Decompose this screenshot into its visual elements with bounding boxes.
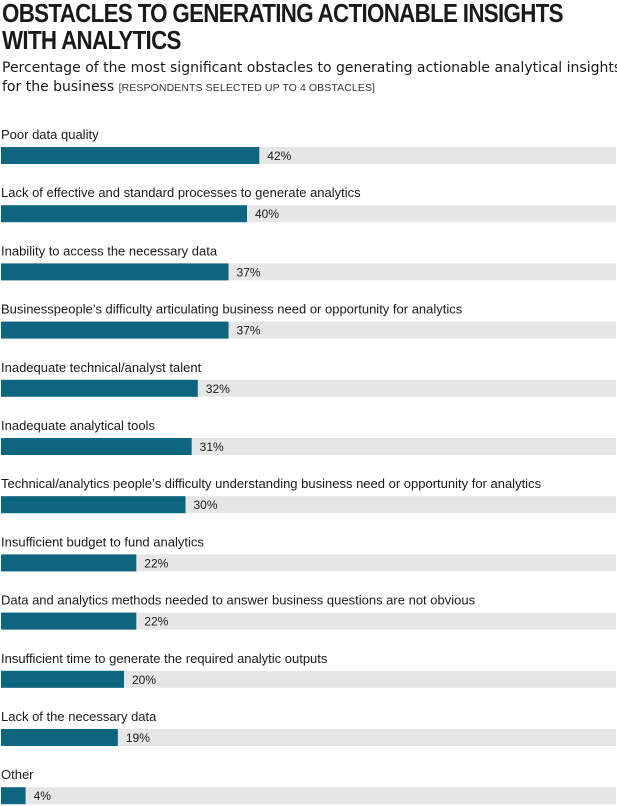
value-label: 40% bbox=[255, 207, 279, 221]
value-label: 32% bbox=[206, 382, 230, 396]
category-label: Poor data quality bbox=[1, 127, 99, 142]
bar bbox=[1, 438, 192, 455]
bar-row: Inability to access the necessary data 37… bbox=[1, 243, 616, 281]
value-label: 22% bbox=[144, 556, 168, 570]
category-label: Insufficient time to generate the requir… bbox=[1, 651, 328, 666]
bar-row: Businesspeople’s difficulty articulating… bbox=[1, 302, 616, 339]
value-label: 22% bbox=[144, 615, 168, 629]
bar bbox=[1, 612, 137, 630]
bar-row: Insufficient budget to fund analytics 22% bbox=[1, 534, 616, 572]
value-label: 31% bbox=[200, 440, 224, 454]
value-label: 19% bbox=[126, 731, 150, 745]
value-label: 4% bbox=[34, 789, 52, 803]
bar-row: Lack of effective and standard processes… bbox=[1, 185, 616, 223]
category-label: Other bbox=[1, 767, 34, 782]
value-label: 37% bbox=[237, 265, 261, 279]
chart-subtitle-line-2-text: for the business bbox=[2, 79, 115, 95]
category-label: Inadequate analytical tools bbox=[1, 418, 155, 433]
category-label: Inability to access the necessary data bbox=[1, 243, 218, 258]
bar bbox=[1, 205, 247, 223]
category-label: Technical/analytics people’s difficulty … bbox=[1, 476, 542, 491]
category-label: Insufficient budget to fund analytics bbox=[1, 534, 204, 549]
bar-row: Inadequate technical/analyst talent 32% bbox=[1, 360, 616, 397]
category-label: Businesspeople’s difficulty articulating… bbox=[1, 302, 463, 317]
bar bbox=[1, 496, 186, 514]
bar-track bbox=[1, 612, 616, 630]
bar bbox=[1, 379, 198, 397]
respondents-note: [RESPONDENTS SELECTED UP TO 4 OBSTACLES] bbox=[118, 82, 376, 94]
bar-row: Technical/analytics people’s difficulty … bbox=[1, 476, 616, 514]
chart-subtitle-line-2: for the business [RESPONDENTS SELECTED U… bbox=[2, 78, 614, 98]
bar-row: Insufficient time to generate the requir… bbox=[1, 651, 616, 688]
bar bbox=[1, 147, 260, 164]
category-label: Lack of the necessary data bbox=[1, 709, 157, 724]
value-label: 30% bbox=[194, 498, 218, 512]
category-label: Lack of effective and standard processes… bbox=[1, 185, 361, 200]
bar bbox=[1, 670, 124, 688]
chart-subtitle: Percentage of the most significant obsta… bbox=[2, 59, 617, 98]
bar-track bbox=[1, 787, 616, 805]
bar bbox=[1, 263, 229, 281]
bar-row: Data and analytics methods needed to ans… bbox=[1, 593, 616, 630]
bar-row: Inadequate analytical tools 31% bbox=[1, 418, 616, 455]
value-label: 42% bbox=[267, 149, 291, 163]
bar bbox=[1, 729, 118, 746]
bar-row: Lack of the necessary data 19% bbox=[1, 709, 616, 746]
chart-title-line-2: WITH ANALYTICS bbox=[2, 25, 181, 55]
value-label: 37% bbox=[237, 324, 261, 338]
value-label: 20% bbox=[132, 673, 156, 687]
bar-track bbox=[1, 554, 616, 572]
bar bbox=[1, 787, 26, 805]
bar bbox=[1, 554, 137, 572]
bar bbox=[1, 321, 229, 339]
category-label: Data and analytics methods needed to ans… bbox=[1, 593, 476, 608]
chart-title-line-1: OBSTACLES TO GENERATING ACTIONABLE INSIG… bbox=[2, 0, 564, 28]
chart-title: OBSTACLES TO GENERATING ACTIONABLE INSIG… bbox=[2, 0, 564, 55]
bar-track bbox=[1, 670, 616, 688]
bar-track bbox=[1, 729, 616, 746]
bar-row: Poor data quality 42% bbox=[1, 127, 616, 164]
category-label: Inadequate technical/analyst talent bbox=[1, 360, 202, 375]
chart-subtitle-line-1: Percentage of the most significant obsta… bbox=[2, 60, 617, 76]
